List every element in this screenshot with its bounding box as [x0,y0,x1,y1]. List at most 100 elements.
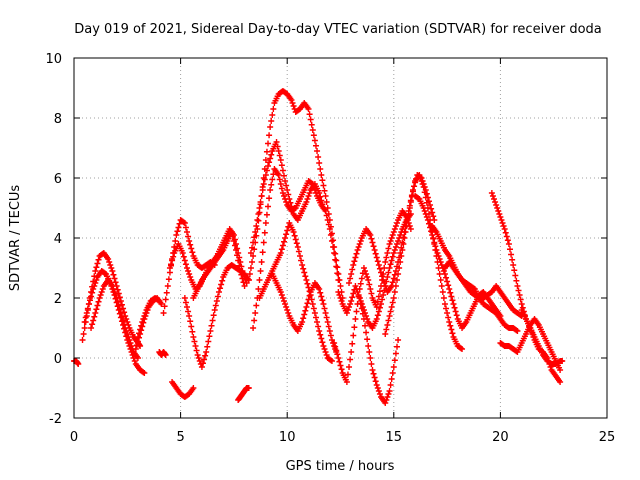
data-point [95,256,102,263]
data-point [290,103,297,109]
series-track-12 [190,229,248,301]
data-point [209,317,216,324]
data-point [364,336,371,343]
data-point [441,301,448,307]
data-point [382,400,389,406]
data-point [320,343,327,349]
data-point [322,310,329,316]
data-point [267,124,274,130]
data-point [125,334,132,340]
data-point [80,331,87,337]
data-point [335,271,342,277]
data-point [343,379,350,385]
data-point [155,297,162,304]
data-point [281,238,288,245]
data-point [319,297,326,304]
data-point [195,355,202,361]
series-track-13 [235,385,252,403]
data-point [139,319,146,325]
data-point [429,209,436,216]
data-point [502,229,509,236]
data-point [312,142,319,149]
data-point [281,172,288,179]
data-point [187,318,194,325]
data-point [401,235,408,241]
data-point [122,313,129,319]
data-point [392,244,399,250]
data-point [309,127,316,133]
data-point [421,189,428,196]
data-point [319,201,326,208]
data-point [138,322,145,329]
data-point [199,360,206,367]
data-point [163,289,170,296]
data-point [430,213,437,220]
data-point [83,310,90,316]
data-point [185,268,192,274]
data-point [240,279,247,286]
data-point [276,176,283,183]
data-point [162,352,169,358]
data-point [387,382,394,388]
data-point [323,199,330,205]
data-point [81,325,88,331]
data-point [142,310,149,316]
data-point [354,247,361,253]
data-point [368,361,375,367]
data-point [141,313,148,319]
data-point [353,308,360,315]
data-point [256,277,263,283]
data-point [334,351,341,358]
data-point [263,148,270,155]
data-point [187,241,194,248]
data-point [185,308,192,315]
data-point [310,132,317,139]
data-point [305,193,312,199]
data-point [118,301,125,308]
data-point [512,272,519,279]
data-point [191,338,198,345]
data-point [92,310,99,316]
data-point [416,172,423,178]
data-point [183,304,190,310]
data-point [376,288,383,295]
data-point [97,292,104,298]
data-point [262,220,269,226]
data-point [515,287,522,294]
data-point [390,364,397,370]
data-point [386,388,393,394]
data-point [488,190,495,196]
data-point [255,286,262,292]
series-track-1 [71,358,82,367]
data-point [88,293,95,300]
data-point [347,275,354,282]
data-point [390,295,397,301]
data-point [495,208,502,214]
data-point [290,229,297,235]
data-point [459,346,466,352]
data-point [283,182,290,189]
data-point [214,293,221,300]
data-point [326,328,333,334]
series-track-17 [256,220,335,364]
data-point [278,162,285,169]
data-point [249,259,256,265]
data-point [317,166,324,172]
data-point [93,306,100,313]
data-point [518,301,525,307]
data-point [258,259,265,265]
data-point [418,178,425,184]
data-point [508,251,515,258]
data-point [251,234,258,241]
data-point [277,157,284,163]
data-point [161,303,168,310]
data-point [235,257,242,264]
data-point [116,294,123,301]
data-point [387,261,394,268]
data-point [86,297,93,304]
series-track-4 [88,277,141,361]
data-point [437,277,444,283]
data-point [328,230,335,237]
x-tick-label: 5 [176,430,184,445]
data-point [324,319,331,325]
